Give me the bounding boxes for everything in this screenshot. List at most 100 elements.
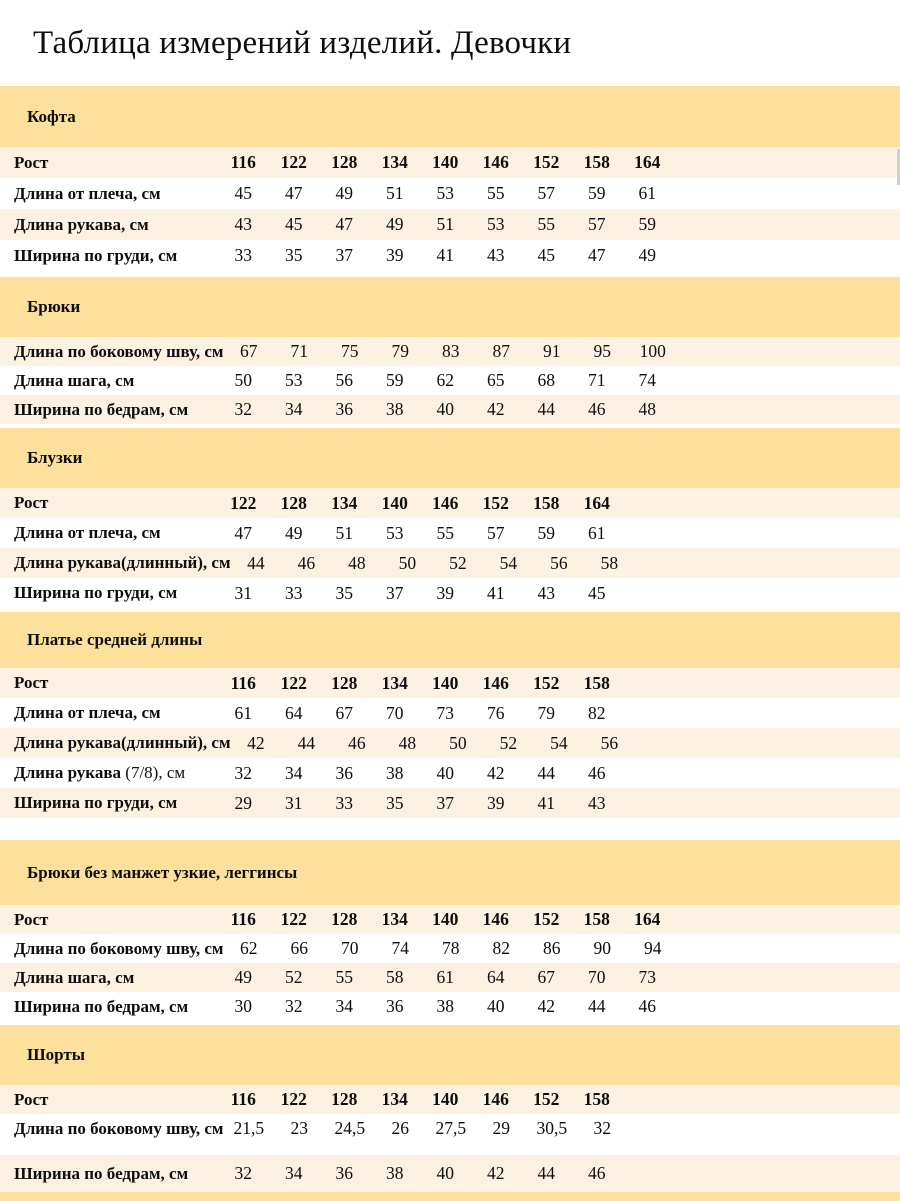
size-value: 158 — [583, 152, 610, 172]
size-value: 43 — [234, 214, 253, 234]
size-value: 128 — [280, 492, 307, 513]
row-label: Длина рукава, см — [14, 214, 149, 234]
table-row: Длина по боковому шву, см 21,5 23 24,5 26 27,… — [0, 1114, 900, 1143]
size-value: 27,5 — [435, 1118, 467, 1138]
size-value: 140 — [432, 1089, 459, 1109]
table-row: Длина рукава(длинный), см 42 44 46 48 50 52 54 5… — [0, 728, 900, 758]
size-tables: Кофта Рост 116 122 128 134 140 146 152 158 164 Длин… — [0, 86, 900, 1192]
size-value: 37 — [335, 245, 354, 265]
section-6: Шорты Рост 116 122 128 134 140 146 152 158 Длина п… — [0, 1025, 900, 1192]
table-row: Длина по боковому шву, см 67 71 75 79 83 87 91 9… — [0, 337, 900, 366]
size-value: 78 — [442, 938, 460, 958]
size-value: 52 — [499, 732, 518, 753]
size-value: 158 — [583, 672, 610, 693]
table-row: Длина шага, см 50 53 56 59 62 65 68 71 74 — [0, 366, 900, 395]
size-value: 62 — [240, 938, 258, 958]
size-value: 70 — [386, 702, 404, 723]
size-value: 140 — [381, 492, 408, 513]
section-3-header: Блузки — [0, 428, 900, 488]
row-label: Длина шага, см — [14, 370, 135, 390]
size-value: 40 — [436, 1163, 455, 1183]
size-value: 134 — [381, 1089, 408, 1109]
size-value: 39 — [487, 792, 505, 813]
size-value: 65 — [487, 370, 505, 390]
size-value: 100 — [639, 341, 666, 361]
size-value: 50 — [398, 552, 417, 573]
size-value: 36 — [335, 399, 354, 419]
size-value: 36 — [335, 1163, 354, 1183]
table-row: Длина от плеча, см 47 49 51 53 55 57 59 61 — [0, 518, 900, 548]
size-value: 152 — [533, 1089, 560, 1109]
size-value: 42 — [247, 732, 265, 753]
size-value: 31 — [285, 792, 303, 813]
size-value: 45 — [537, 245, 556, 265]
size-value: 47 — [285, 183, 303, 203]
section-1-header: Кофта — [0, 86, 900, 147]
size-value: 55 — [335, 967, 354, 987]
size-value: 53 — [285, 370, 303, 390]
size-value: 57 — [537, 183, 556, 203]
size-value: 128 — [331, 909, 358, 929]
size-value: 29 — [234, 792, 253, 813]
size-value: 42 — [487, 762, 505, 783]
size-value: 59 — [638, 214, 657, 234]
size-value: 51 — [335, 522, 354, 543]
table-row: Длина рукава (7/8), см 32 34 36 38 40 42 44 46 — [0, 758, 900, 788]
size-value: 49 — [335, 183, 354, 203]
row-label: Длина рукава (7/8), см — [14, 763, 186, 782]
size-value: 47 — [335, 214, 354, 234]
size-value: 43 — [487, 245, 505, 265]
size-value: 74 — [638, 370, 657, 390]
section-6-header: Шорты — [0, 1025, 900, 1085]
row-label-suffix: (7/8), см — [121, 763, 186, 782]
section-header-label: Платье средней длины — [27, 630, 203, 649]
size-value: 116 — [230, 909, 256, 929]
section-5: Брюки без манжет узкие, леггинсы Рост 116 1… — [0, 840, 900, 1021]
size-value: 32 — [234, 762, 253, 783]
size-value: 40 — [487, 996, 505, 1016]
page-title: Таблица измерений изделий. Девочки — [33, 25, 572, 61]
table-row: Длина по боковому шву, см 62 66 70 74 78 82 86 9… — [0, 934, 900, 963]
section-5-header: Брюки без манжет узкие, леггинсы — [0, 840, 900, 905]
size-value: 91 — [543, 341, 561, 361]
row-label: Длина от плеча, см — [14, 523, 161, 542]
size-value: 71 — [588, 370, 606, 390]
size-value: 79 — [537, 702, 556, 723]
row-label: Рост — [14, 1089, 49, 1109]
row-label: Длина по боковому шву, см — [14, 341, 224, 361]
size-value: 79 — [391, 341, 410, 361]
size-value: 122 — [280, 1089, 307, 1109]
size-value: 56 — [335, 370, 354, 390]
row-label: Рост — [14, 673, 49, 692]
title-bar: Таблица измерений изделий. Девочки — [0, 0, 900, 86]
size-value: 152 — [533, 672, 560, 693]
size-value: 32 — [234, 399, 253, 419]
size-value: 164 — [583, 492, 610, 513]
size-value: 61 — [234, 702, 253, 723]
size-value: 122 — [280, 672, 307, 693]
partial-section-band — [0, 1192, 900, 1201]
size-value: 116 — [230, 152, 256, 172]
size-value: 158 — [583, 909, 610, 929]
size-value: 66 — [290, 938, 309, 958]
size-value: 24,5 — [334, 1118, 366, 1138]
section-3: Блузки Рост 122 128 134 140 146 152 158 164 Длина … — [0, 428, 900, 608]
size-value: 134 — [381, 672, 408, 693]
size-value: 75 — [341, 341, 359, 361]
size-value: 128 — [331, 672, 358, 693]
section-rows: Рост 116 122 128 134 140 146 152 158 164 Длина от … — [0, 147, 900, 271]
table-row: Рост 116 122 128 134 140 146 152 158 164 — [0, 147, 900, 178]
size-value: 140 — [432, 672, 459, 693]
size-value: 37 — [386, 582, 404, 603]
size-value: 52 — [285, 967, 303, 987]
size-value: 50 — [234, 370, 253, 390]
row-label: Ширина по груди, см — [14, 583, 178, 602]
size-value: 146 — [482, 1089, 509, 1109]
table-row: Рост 116 122 128 134 140 146 152 158 — [0, 1085, 900, 1114]
size-value: 68 — [537, 370, 556, 390]
size-value: 128 — [331, 1089, 358, 1109]
section-rows: Длина по боковому шву, см 67 71 75 79 83 87 91 9… — [0, 337, 900, 424]
table-row: Рост 116 122 128 134 140 146 152 158 164 — [0, 905, 900, 934]
size-value: 152 — [533, 909, 560, 929]
table-row: Длина от плеча, см 45 47 49 51 53 55 57 59 61 — [0, 178, 900, 209]
